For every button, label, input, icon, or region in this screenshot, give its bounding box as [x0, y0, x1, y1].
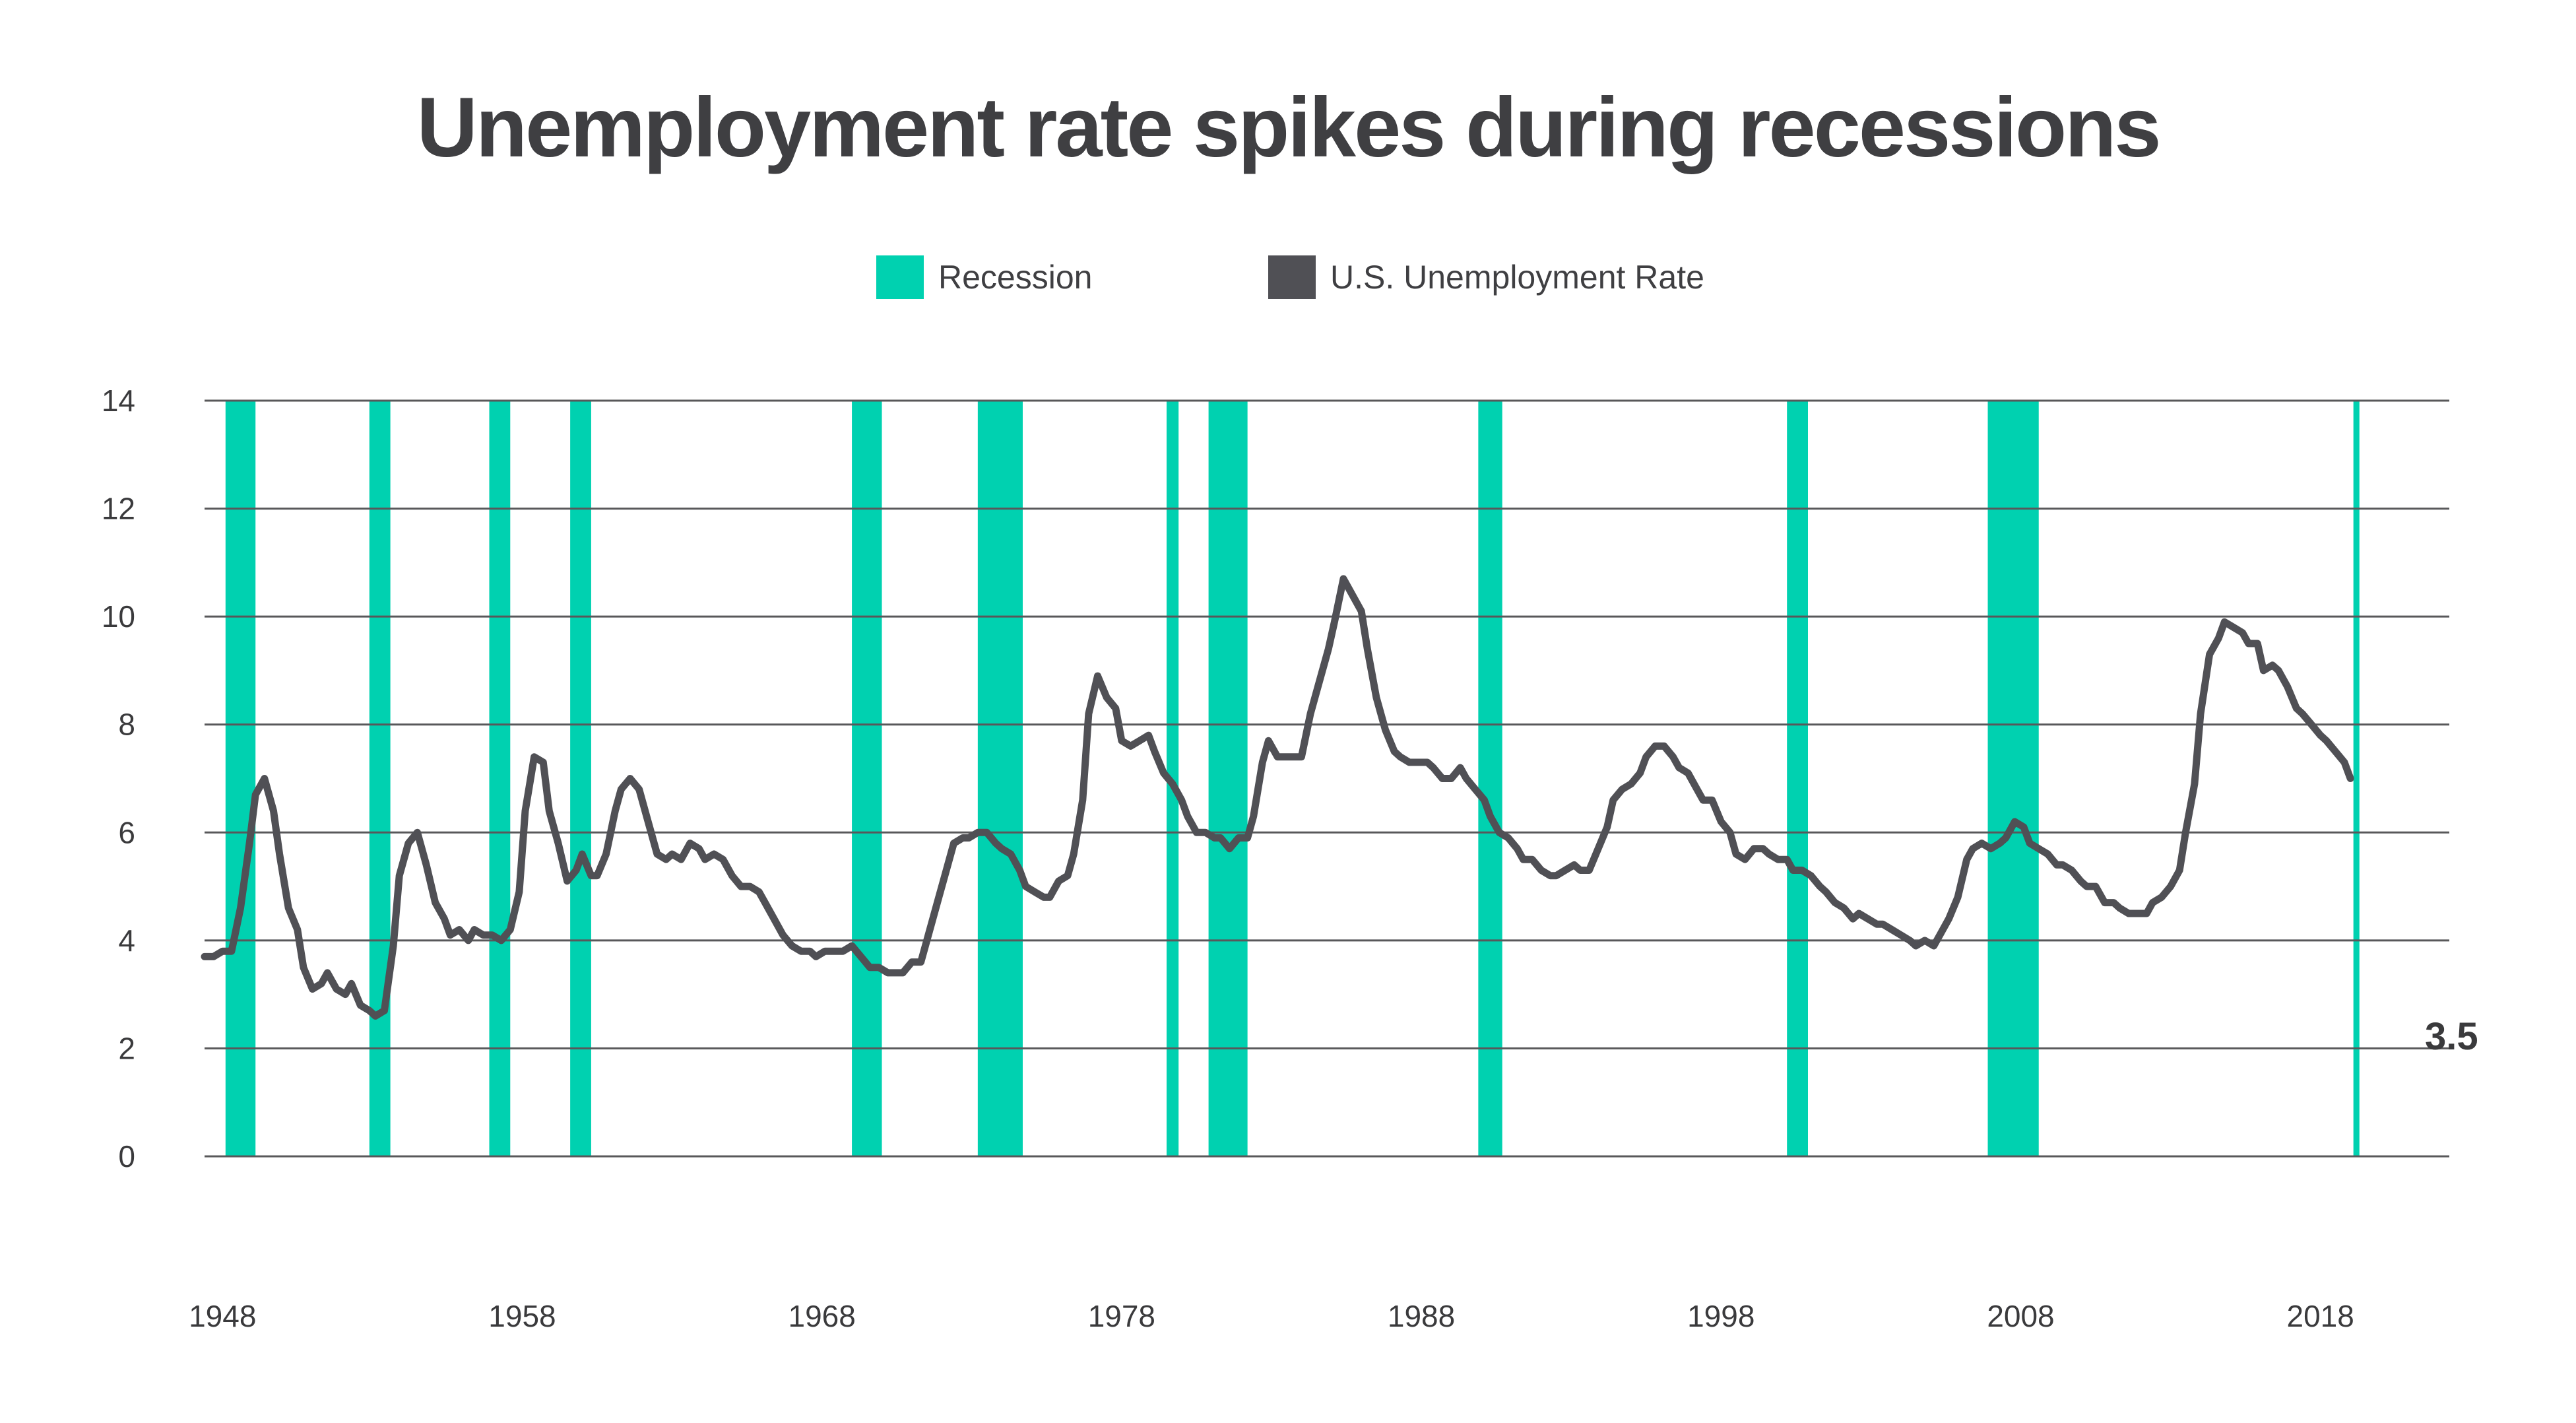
legend-item-recession: Recession [876, 254, 1092, 300]
recession-band [2353, 401, 2360, 1156]
recession-band [1208, 401, 1248, 1156]
y-tick-label: 8 [118, 708, 135, 742]
gridlines [205, 399, 2449, 1158]
x-tick-label: 1998 [1687, 1299, 1755, 1333]
legend-swatch-recession [876, 255, 924, 299]
x-tick-label: 2018 [2287, 1299, 2354, 1333]
x-tick-label: 1968 [788, 1299, 855, 1333]
legend-swatch-unemployment [1268, 255, 1316, 299]
recession-band [570, 401, 591, 1156]
recession-band [977, 401, 1023, 1156]
legend-label-unemployment: U.S. Unemployment Rate [1330, 259, 1704, 296]
series-layer [201, 575, 2354, 1020]
y-tick-label: 12 [102, 492, 135, 526]
x-tick-label: 1948 [189, 1299, 256, 1333]
recession-bands [225, 401, 2360, 1156]
x-axis-ticks: 1948 1958 1968 1978 1988 1998 2008 2018 [189, 1299, 2354, 1333]
legend-label-recession: Recession [938, 259, 1093, 296]
y-tick-label: 6 [118, 815, 135, 849]
recession-band [1478, 401, 1502, 1156]
y-tick-label: 0 [118, 1139, 135, 1174]
y-tick-label: 2 [118, 1031, 135, 1065]
y-axis-ticks: 0 2 4 6 8 10 12 14 [102, 383, 135, 1174]
chart-title: Unemployment rate spikes during recessio… [416, 81, 2161, 175]
end-value-label: 3.5 [2425, 1015, 2478, 1058]
y-tick-label: 10 [102, 599, 135, 634]
recession-band [1787, 401, 1808, 1156]
recession-band [225, 401, 256, 1156]
x-tick-label: 1958 [488, 1299, 556, 1333]
legend-item-unemployment: U.S. Unemployment Rate [1268, 254, 1704, 300]
x-tick-label: 1978 [1088, 1299, 1155, 1333]
recession-band [852, 401, 882, 1156]
recession-band [1987, 401, 2039, 1156]
recession-band [489, 401, 511, 1156]
y-tick-label: 14 [102, 383, 135, 418]
x-tick-label: 1988 [1388, 1299, 1455, 1333]
recession-band [369, 401, 391, 1156]
y-tick-label: 4 [118, 923, 135, 958]
x-tick-label: 2008 [1987, 1299, 2054, 1333]
unemployment-rate-line [201, 575, 2354, 1020]
